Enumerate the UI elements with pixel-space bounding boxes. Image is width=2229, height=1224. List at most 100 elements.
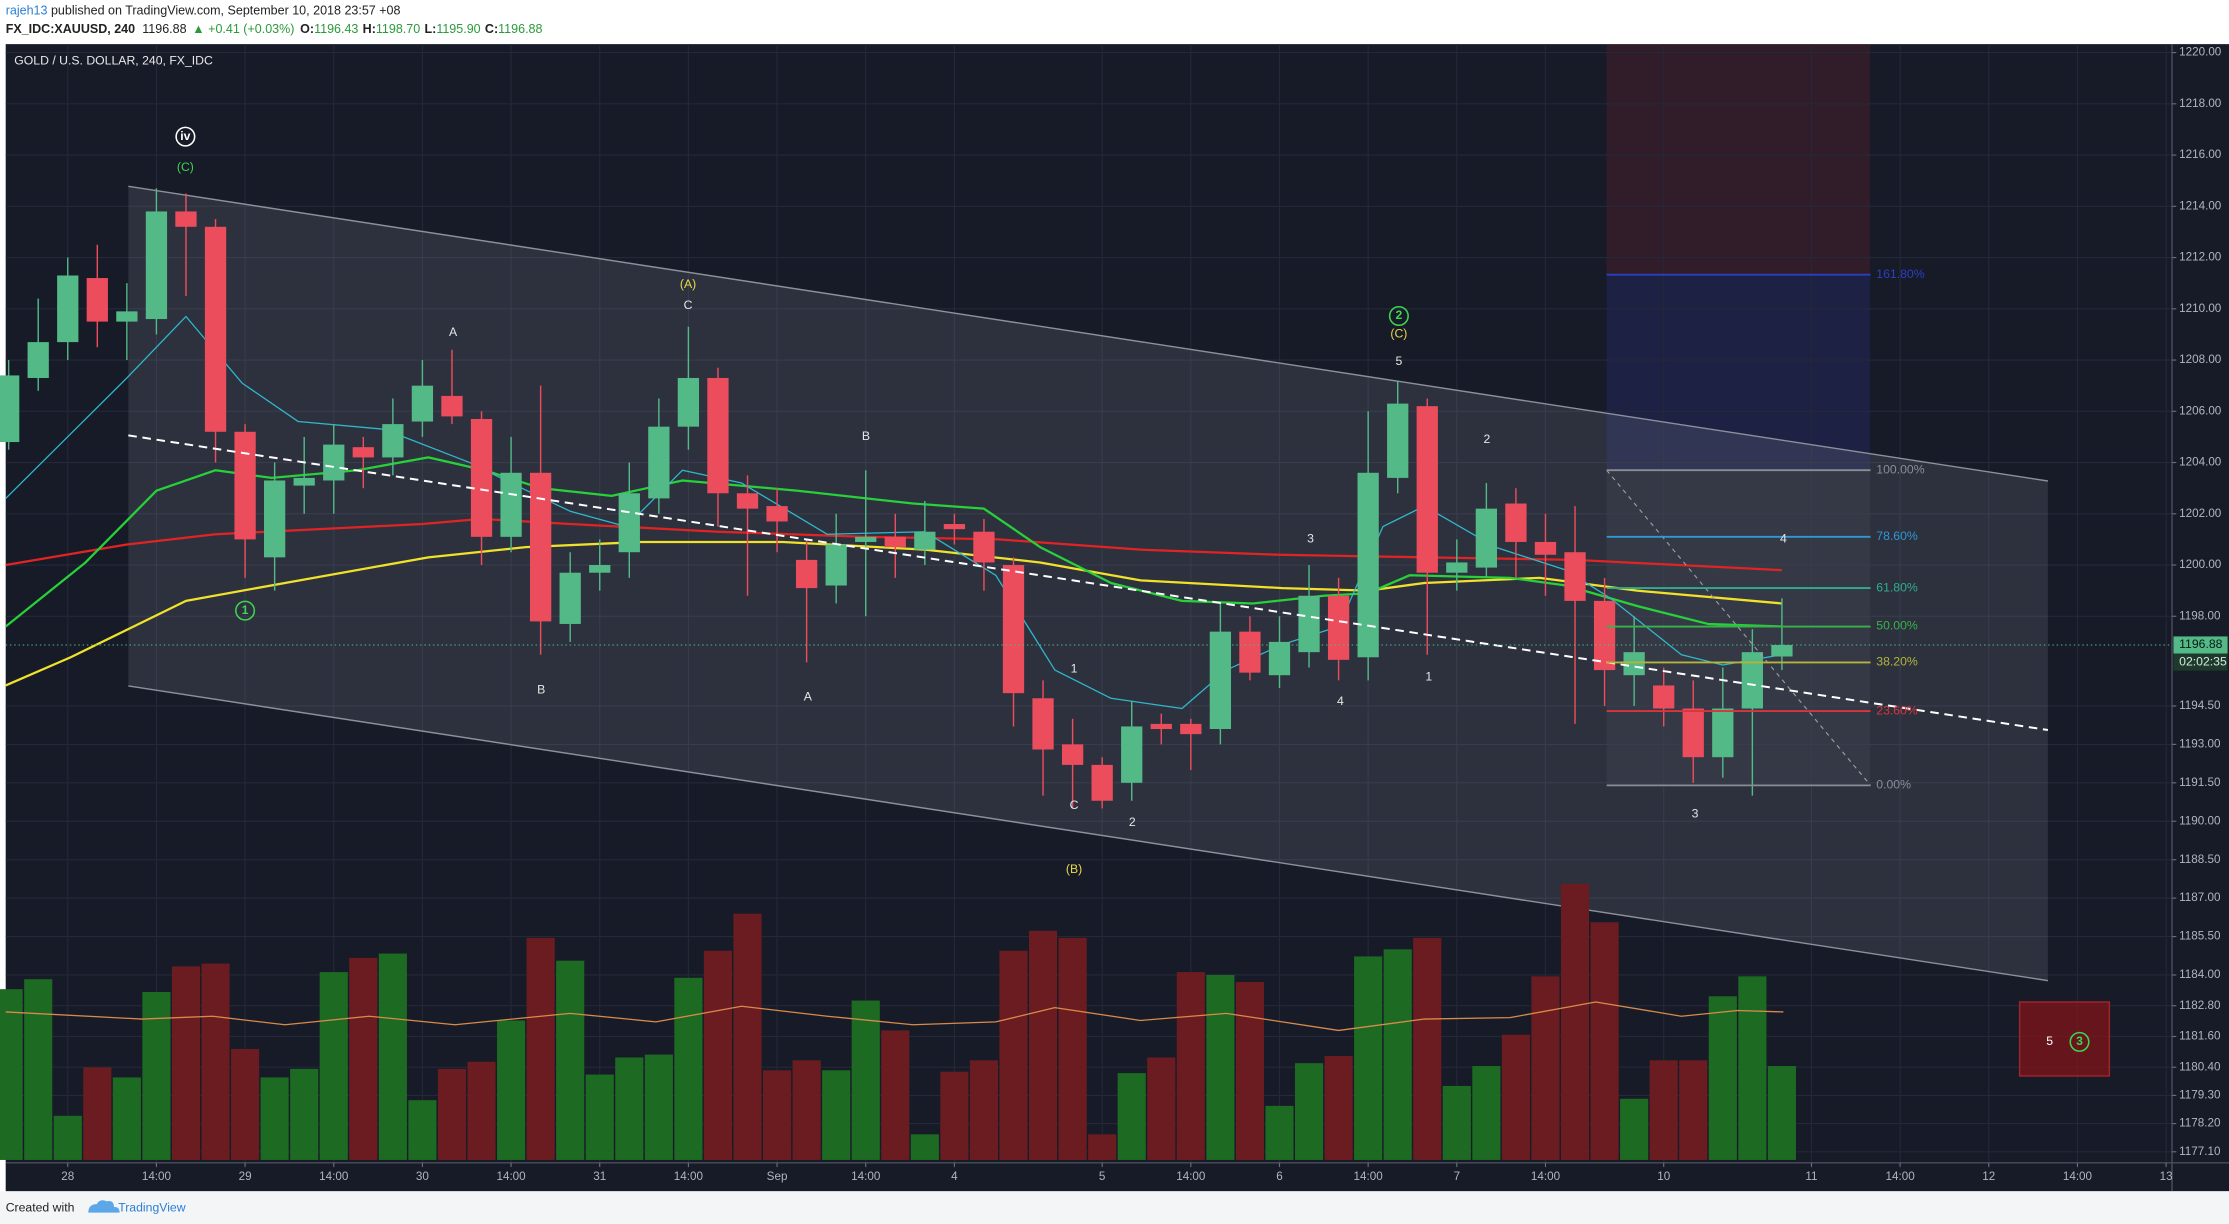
volume-bar [881,1030,910,1160]
moving-average [4,456,1782,628]
candle-body [175,211,197,227]
moving-average [5,315,1783,710]
x-tick-label: 14:00 [319,1170,349,1183]
candle-body [57,275,79,343]
y-tick-label: 1185.50 [2179,930,2221,943]
candle-body [855,536,877,542]
y-tick-label: 1214.00 [2179,199,2222,212]
y-tick-label: 1179.30 [2179,1088,2221,1101]
volume-bar [1501,1034,1530,1160]
y-tick-label: 1191.50 [2179,776,2221,789]
y-tick-label: 1210.00 [2179,302,2222,315]
volume-bar [201,963,230,1160]
last-price: 1196.88 [142,22,186,36]
x-tick-label: 11 [1805,1170,1817,1183]
wave-label: iv [180,129,190,143]
publisher[interactable]: rajeh13 [6,4,48,18]
candle-body [795,559,818,589]
candle-body [1121,726,1143,783]
y-tick-label: 1206.00 [2179,404,2222,417]
candle-body [1387,403,1409,478]
volume-bar [1294,1063,1324,1160]
volume-bar [408,1100,437,1160]
candle-body [736,493,759,509]
volume-bar [0,989,23,1160]
fib-label: 161.80% [1876,267,1924,281]
footer-brand[interactable]: TradingView [118,1201,186,1215]
fib-label: 0.00% [1876,778,1911,792]
candle-body [1653,685,1675,709]
volume-bar [792,1060,821,1160]
candle-body [470,418,493,537]
x-tick-label: 14:00 [851,1170,881,1183]
volume-bar [1590,922,1619,1160]
volume-bar [1058,937,1087,1160]
y-tick-label: 1216.00 [2179,148,2222,161]
header-line-2: FX_IDC:XAUUSD, 240 1196.88 ▲ +0.41 (+0.03%… [6,22,543,36]
wave-label: 3 [2076,1034,2083,1048]
wave-label: 1 [1071,661,1078,675]
wave-circle [2069,1031,2090,1052]
volume-bar [1472,1066,1501,1160]
plot: 161.80%100.00%78.60%61.80%50.00%38.20%23… [0,44,2173,1163]
candle-body [411,385,434,422]
countdown-label: 02:02:35 [2179,654,2227,668]
footer-text: Created with [6,1201,75,1215]
y-tick-label: 1220.00 [2179,46,2222,59]
fib-label: 38.20% [1876,655,1918,669]
x-tick-label: 14:00 [1886,1170,1916,1183]
candle-body [1475,508,1498,568]
candle-body [884,536,906,548]
candle-body [529,472,552,622]
target-box [2018,1001,2111,1077]
volume-bar [1176,972,1205,1160]
candle-body [293,477,315,486]
fib-label: 100.00% [1876,462,1924,476]
wave-label: C [684,298,693,312]
candle-body [116,311,138,322]
wave-label: C [1070,798,1079,812]
ohlc-label: H: [363,22,376,36]
wave-circle [175,126,196,147]
volume-bar [1767,1066,1796,1160]
x-tick-label: 12 [1982,1170,1995,1183]
fib-label: 23.60% [1876,703,1918,717]
ohlc-label: C: [485,22,498,36]
volume-bar [1117,1073,1146,1160]
brand-logo [88,1200,120,1213]
fib-zone [1606,274,1871,470]
y-tick-label: 1204.00 [2179,456,2222,469]
wave-label: (C) [177,160,194,174]
candle-body [1682,708,1704,758]
volume-bar [1442,1085,1471,1160]
volume-bar [497,1020,526,1160]
volume-bar [1649,1060,1678,1160]
candle-body [86,278,108,322]
candle-body [1357,472,1379,658]
price-change: ▲ +0.41 (+0.03%) [192,22,294,36]
wave-label: 2 [1395,308,1402,322]
volume-bar [1206,974,1235,1160]
volume-bar [703,950,733,1160]
x-tick-label: 14:00 [142,1170,172,1183]
y-tick-label: 1188.50 [2179,853,2221,866]
candle-body [27,342,49,378]
volume-bar [1531,976,1560,1160]
volume-bar [53,1115,82,1160]
x-tick-label: 14:00 [1531,1170,1561,1183]
wave-label: 2 [1129,815,1136,829]
candle-body [707,377,729,494]
current-price-tag [2173,636,2228,654]
x-tick-label: 4 [951,1170,958,1183]
volume-bar [585,1074,614,1160]
volume-bar [762,1070,792,1160]
candle-body [1239,631,1261,673]
y-tick-label: 1178.20 [2179,1117,2221,1130]
candle-body [766,506,788,522]
x-tick-label: 28 [61,1170,74,1183]
footer-bar [0,1191,2229,1224]
wave-circle [1388,305,1409,327]
fib-label: 61.80% [1876,580,1918,594]
candle-body [1209,631,1232,730]
candle-body [441,395,463,417]
